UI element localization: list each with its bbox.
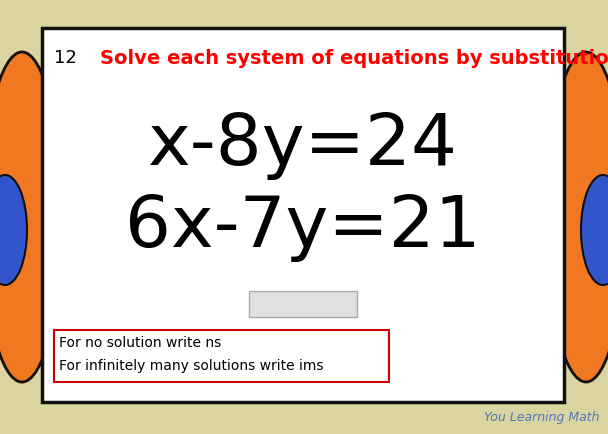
Text: For infinitely many solutions write ims: For infinitely many solutions write ims — [59, 359, 323, 373]
Text: 6x-7y=21: 6x-7y=21 — [125, 194, 481, 263]
Ellipse shape — [0, 175, 27, 285]
FancyBboxPatch shape — [249, 291, 357, 317]
Text: Solve each system of equations by substitution: Solve each system of equations by substi… — [100, 49, 608, 68]
Ellipse shape — [0, 52, 62, 382]
Text: You Learning Math: You Learning Math — [485, 411, 600, 424]
Text: x-8y=24: x-8y=24 — [148, 112, 458, 181]
FancyBboxPatch shape — [54, 330, 389, 382]
Text: For no solution write ns: For no solution write ns — [59, 336, 221, 350]
Ellipse shape — [581, 175, 608, 285]
Ellipse shape — [546, 52, 608, 382]
Text: 12: 12 — [54, 49, 77, 67]
FancyBboxPatch shape — [42, 28, 564, 402]
